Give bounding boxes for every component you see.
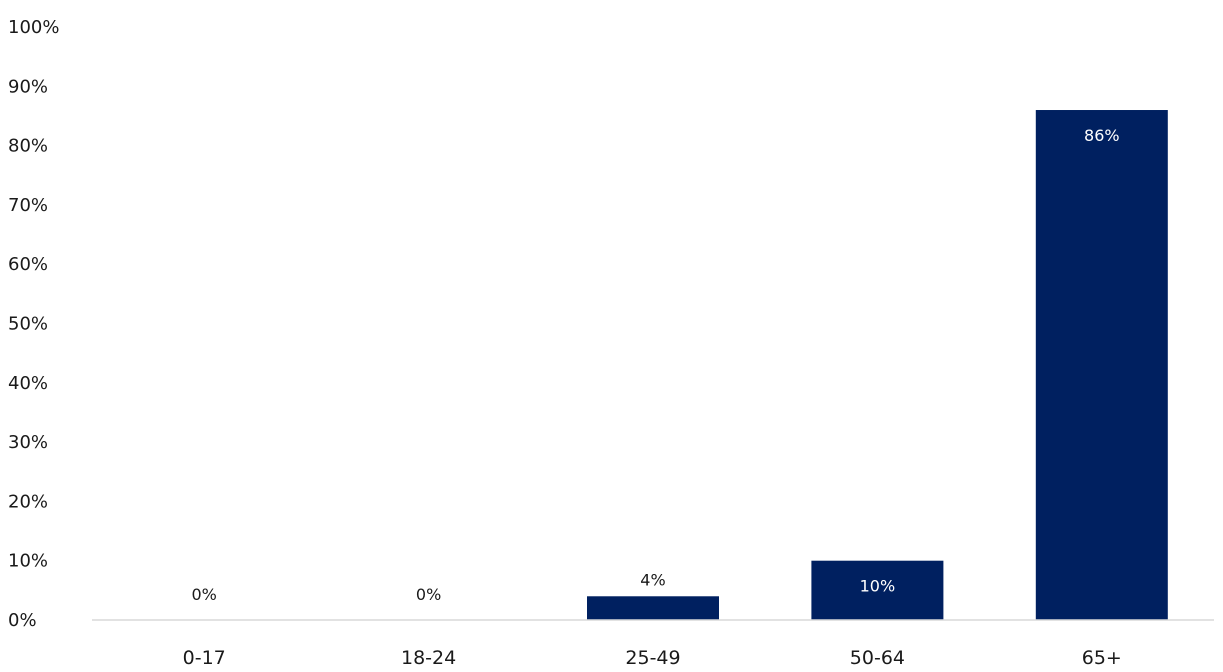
data-label: 0% [416, 585, 441, 604]
bars-group [587, 110, 1168, 621]
y-tick-label: 30% [8, 432, 48, 453]
bar [587, 596, 719, 620]
x-tick-label: 65+ [1082, 647, 1122, 668]
y-tick-label: 0% [8, 610, 37, 631]
x-tick-label: 50-64 [850, 647, 905, 668]
x-tick-label: 0-17 [183, 647, 226, 668]
data-label: 0% [192, 585, 217, 604]
x-tick-label: 25-49 [625, 647, 680, 668]
x-axis-ticks: 0-17 18-24 25-49 50-64 65+ [183, 647, 1122, 669]
y-tick-label: 40% [8, 373, 48, 394]
data-labels-group: 0% 0% 4% 10% 86% [192, 126, 1120, 604]
y-tick-label: 10% [8, 551, 48, 572]
bar [811, 560, 944, 620]
x-tick-label: 18-24 [401, 647, 456, 668]
data-label: 86% [1084, 126, 1120, 145]
y-tick-label: 90% [8, 76, 48, 97]
y-tick-label: 50% [8, 314, 48, 335]
data-label: 4% [640, 570, 665, 589]
bar [1035, 110, 1168, 621]
y-axis-ticks: 0% 10% 20% 30% 40% 50% 60% 70% 80% 90% 100% [8, 17, 59, 631]
y-tick-label: 60% [8, 254, 48, 275]
y-tick-label: 80% [8, 136, 48, 157]
y-tick-label: 70% [8, 195, 48, 216]
y-tick-label: 100% [8, 17, 59, 38]
data-label: 10% [860, 577, 896, 596]
y-tick-label: 20% [8, 491, 48, 512]
